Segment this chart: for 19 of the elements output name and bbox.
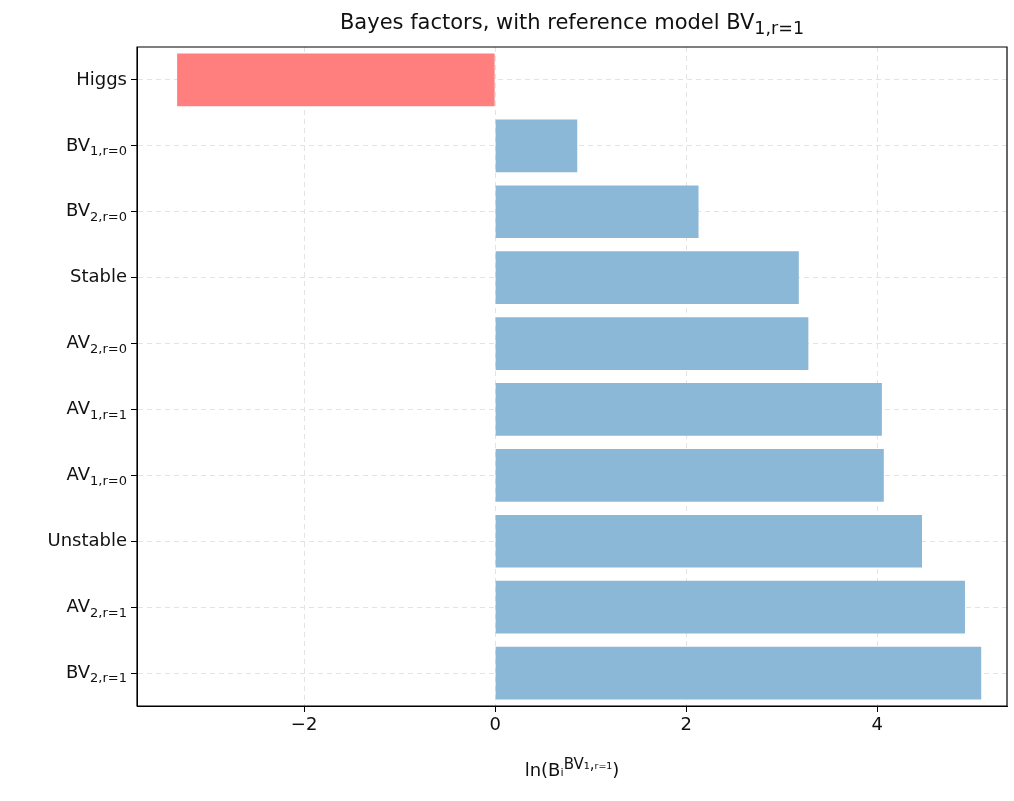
bar (495, 383, 882, 436)
x-tick-label: 2 (680, 713, 692, 735)
x-tick-label: 0 (489, 713, 501, 735)
bar (495, 317, 809, 370)
bar (495, 119, 578, 173)
bar (495, 580, 965, 634)
bar (177, 53, 495, 107)
chart-title: Bayes factors, with reference model BV$_{1,r=1}$ (338, 10, 806, 39)
bar (495, 185, 699, 239)
bar (495, 448, 884, 502)
bar (495, 251, 799, 305)
y-tick-label: Higgs (76, 67, 127, 89)
bar (495, 646, 982, 700)
bar (495, 514, 923, 568)
x-tick-label: 4 (871, 713, 883, 735)
x-axis-title: ln(Bᵢ$^{BV₁,ᵣ₌₁}$) (523, 755, 621, 780)
y-tick-label: Unstable (47, 528, 128, 550)
y-tick-label: Stable (69, 265, 127, 287)
x-tick-label: −2 (290, 713, 318, 735)
